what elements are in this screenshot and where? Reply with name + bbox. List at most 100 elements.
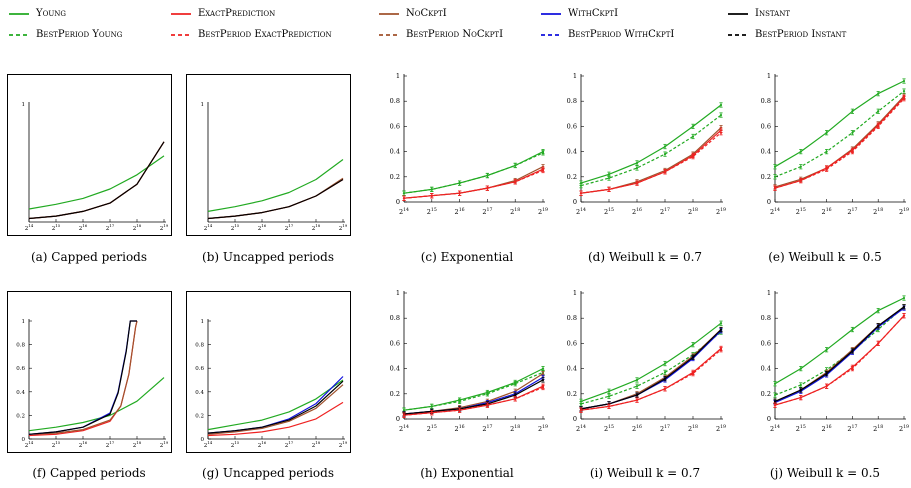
legend-label: BestPeriod WithCkptI [568,29,675,40]
x-tick-label: 218 [133,223,142,232]
series-line-nockpti [580,127,722,194]
y-tick-label: 0 [573,198,577,206]
data-point-bestperiod-exactprediction [458,190,462,196]
data-point-instant [902,304,906,310]
legend-line-swatch [171,33,191,36]
caption-g: (g) Uncapped periods [202,466,334,480]
y-tick-label: 1 [767,72,771,80]
x-tick-label: 214 [25,440,34,449]
data-point-bestperiod-exactprediction [825,383,829,389]
series-line-young [774,80,905,168]
legend-label: BestPeriod NoCkptI [406,29,504,40]
y-tick-label: 0.8 [390,97,400,105]
series-line-young [774,297,905,385]
data-point-instant [719,326,723,333]
data-point-instant [825,371,829,377]
y-tick-label: 0.2 [390,173,400,181]
data-point-bestperiod-exactprediction [541,384,545,391]
data-point-bestperiod-young [541,150,545,156]
data-point-young [663,360,667,367]
data-point-bestperiod-young [663,369,667,375]
chart-c-svg: 0 0.2 0.4 0.6 0.8 1 214 215 216 217 218 219 [390,72,548,216]
legend-line-swatch [541,12,561,15]
data-point-bestperiod-exactprediction [402,412,406,418]
data-point-instant [691,354,695,360]
legend-label: Young [36,8,66,19]
chart-d-svg: 0 0.2 0.4 0.6 0.8 1 214 215 216 217 218 219 [567,72,726,216]
x-tick-label: 216 [455,207,465,216]
chart-panel-j: 0 0.2 0.4 0.6 0.8 1 214 215 216 217 218 219 [759,289,909,437]
series-line-young [28,155,165,210]
series-line-instant [403,379,544,415]
data-point-instant [635,392,639,398]
data-point-bestperiod-young [691,133,695,140]
data-point-bestperiod-exactprediction [902,96,906,102]
x-tick-label: 218 [133,440,142,449]
chart-e-svg: 0 0.2 0.4 0.6 0.8 1 214 215 216 217 218 219 [761,72,909,216]
data-point-young [799,366,803,372]
x-tick-label: 215 [796,424,806,433]
x-tick-label: 217 [106,440,115,449]
data-point-young [902,295,906,301]
legend-line-swatch [379,33,399,36]
data-point-bestperiod-exactprediction [607,186,611,192]
chart-panel-c: 0 0.2 0.4 0.6 0.8 1 214 215 216 217 218 219 [388,72,548,220]
y-tick-label: 1 [767,289,771,297]
caption-b: (b) Uncapped periods [202,250,334,264]
x-tick-label: 216 [79,440,88,449]
chart-a-svg: 1 214 215 216 217 218 219 [7,74,172,236]
y-tick-label: 0.2 [567,390,577,398]
legend-entry-exactprediction: ExactPrediction [170,8,275,19]
data-point-bestperiod-exactprediction [850,149,854,155]
y-tick-label: 1 [22,319,26,325]
legend-label: BestPeriod Instant [755,29,847,40]
x-tick-label: 214 [576,207,586,216]
x-tick-label: 217 [285,223,294,232]
series-line-instant [207,380,344,434]
x-tick-label: 219 [716,207,726,216]
data-point-bestperiod-exactprediction [719,130,723,136]
caption-e: (e) Weibull k = 0.5 [768,250,882,264]
series-line-bestperiod-young [774,306,905,396]
y-tick-label: 0 [22,437,26,443]
x-tick-label: 218 [312,440,321,449]
data-point-bestperiod-exactprediction [430,410,434,416]
series-line-withckpti [774,307,905,404]
data-point-bestperiod-young [579,183,583,189]
data-point-bestperiod-young [513,162,517,169]
x-tick-label: 219 [538,424,548,433]
x-tick-label: 216 [632,207,642,216]
x-tick-label: 214 [399,424,409,433]
chart-j-svg: 0 0.2 0.4 0.6 0.8 1 214 215 216 217 218 219 [761,289,909,433]
data-point-bestperiod-exactprediction [663,169,667,175]
y-tick-label: 0.4 [567,365,577,373]
data-point-young [719,320,723,326]
caption-a: (a) Capped periods [30,250,148,264]
legend-label: ExactPrediction [198,8,276,19]
data-point-young [902,78,906,84]
x-tick-label: 219 [899,424,909,433]
y-tick-label: 0.8 [195,343,204,349]
legend-line-swatch [171,12,191,15]
y-tick-label: 0.6 [761,339,771,347]
data-point-bestperiod-young [719,112,723,118]
data-point-young [635,160,639,166]
legend-entry-bestperiod-exactprediction: BestPeriod ExactPrediction [170,29,332,40]
x-tick-label: 218 [312,223,321,232]
data-point-bestperiod-exactprediction [719,347,723,353]
x-tick-label: 216 [79,223,88,232]
legend-entry-bestperiod-withckpti: BestPeriod WithCkptI [540,29,674,40]
x-tick-label: 219 [716,424,726,433]
data-point-bestperiod-exactprediction [513,396,517,402]
data-point-bestperiod-exactprediction [799,177,803,184]
chart-i-svg: 0 0.2 0.4 0.6 0.8 1 214 215 216 217 218 219 [567,289,726,433]
y-tick-label: 0.4 [16,390,25,396]
legend-line-swatch [728,12,748,15]
data-point-young [825,347,829,353]
legend-entry-bestperiod-young: BestPeriod Young [8,29,122,40]
caption-f: (f) Capped periods [32,466,146,480]
y-tick-label: 1 [396,72,400,80]
data-point-instant [799,387,803,393]
legend-line-swatch [541,33,561,36]
data-point-instant [850,348,854,354]
